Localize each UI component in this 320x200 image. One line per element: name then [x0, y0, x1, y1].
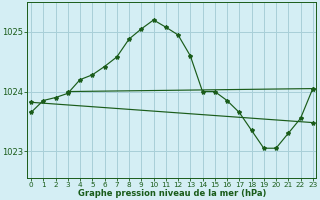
X-axis label: Graphe pression niveau de la mer (hPa): Graphe pression niveau de la mer (hPa)	[78, 189, 266, 198]
